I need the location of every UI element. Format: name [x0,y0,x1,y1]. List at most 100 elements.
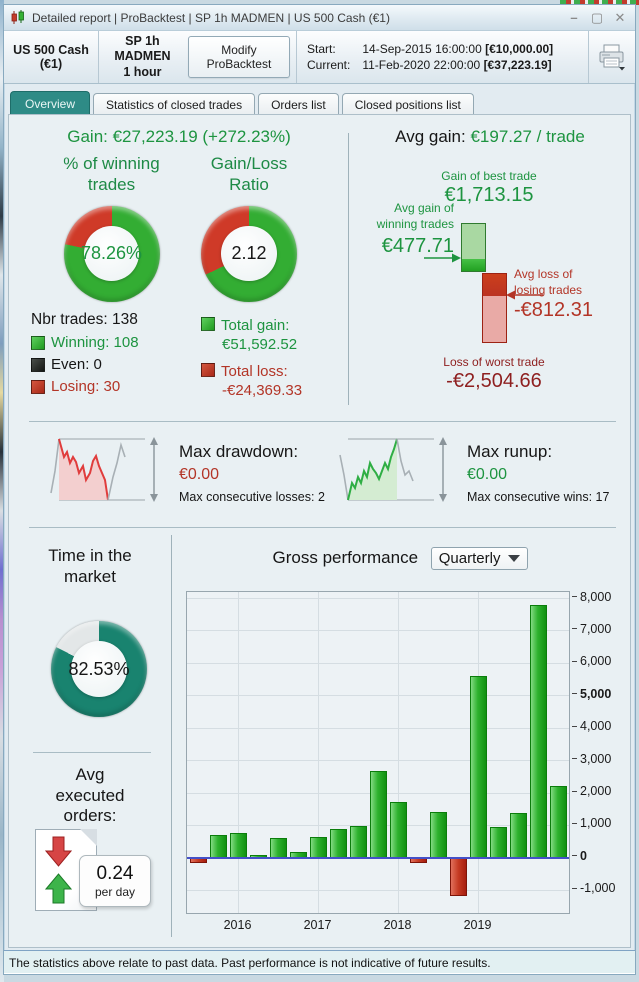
print-icon[interactable] [597,44,627,71]
close-button[interactable]: ✕ [614,10,626,25]
runup-block: Max runup: €0.00 Max consecutive wins: 1… [467,441,609,505]
y-tick-label: 6,000 [572,654,611,668]
y-tick-label: 4,000 [572,719,611,733]
period-cell: Start: 14-Sep-2015 16:00:00 [€10,000.00]… [297,31,589,83]
winning-legend-swatch [31,335,45,350]
drawdown-value: €0.00 [179,466,220,484]
winning-donut-title-1: % of winning [63,154,160,173]
y-tick-label: 0 [572,849,587,863]
down-arrow-icon [45,836,72,867]
avg-orders-value-box: 0.24 per day [79,855,151,907]
y-tick-label: 1,000 [572,816,611,830]
runup-value: €0.00 [467,466,508,484]
total-gain-value: €51,592.52 [222,336,298,353]
y-tick-label: 5,000 [572,687,611,701]
gridline [318,592,319,913]
tab-overview[interactable]: Overview [10,91,91,116]
performance-bar [510,812,527,858]
trades-stats: Nbr trades: 138 Winning: 108 Even: 0 Los… [31,311,139,400]
current-date: 11-Feb-2020 22:00:00 [362,58,481,72]
chart-x-axis: 2016 2017 2018 2019 [186,918,570,936]
time-in-market-title: Time in the market [48,546,132,587]
avg-orders-value: 0.24 [96,863,134,884]
ratio-value: 2.12 [231,243,267,263]
separator [29,421,616,422]
performance-bar [270,837,287,858]
chevron-down-icon [508,555,521,562]
strategy-timeframe: 1 hour [123,64,162,79]
runup-sparkline-icon [339,437,447,502]
time-in-market-donut: 82.53% [51,621,147,717]
report-tabs: Overview Statistics of closed trades Ord… [10,91,474,116]
tab-closed-positions[interactable]: Closed positions list [341,93,474,116]
performance-bar [210,834,227,858]
background-app-sliver [0,0,4,982]
winning-donut-title-2: trades [87,175,136,195]
time-in-market-group: 82.53% [51,621,147,717]
x-tick-label: 2018 [383,918,412,932]
avg-win-label-2: winning trades [376,216,454,231]
avg-loss-label-1: Avg loss of [514,267,573,281]
performance-bar [530,604,547,858]
drawdown-sub: Max consecutive losses: 2 [179,489,325,504]
report-header: US 500 Cash (€1) SP 1h MADMEN 1 hour Mod… [4,31,635,84]
total-gain-label: Total gain: [221,317,290,334]
gridline [187,889,569,891]
modify-probacktest-button[interactable]: Modify ProBacktest [187,36,290,78]
avg-orders-title: Avg executed orders: [55,765,125,826]
maximize-button[interactable]: ▢ [590,10,604,25]
gridline [187,760,569,762]
tab-statistics[interactable]: Statistics of closed trades [93,93,256,116]
performance-bar [550,785,567,858]
best-trade-bar [461,223,486,272]
performance-bar [350,826,367,858]
ratio-donut-title-1: Gain/Loss [210,154,288,173]
vertical-divider [348,133,349,405]
separator [29,527,616,528]
chart-y-axis: -1,000 0 1,000 2,000 3,000 4,000 5,000 6,000 7,0… [572,590,634,914]
even-count: Even: 0 [51,356,102,373]
performance-bar [450,857,467,897]
best-worst-diagram: Gain of best trade €1,713.15 Avg gain of… [354,167,630,407]
x-tick-label: 2019 [463,918,492,932]
losing-count: Losing: 30 [51,378,121,395]
performance-bar [470,676,487,858]
titlebar[interactable]: Detailed report | ProBacktest | SP 1h MA… [4,5,635,31]
period-dropdown[interactable]: Quarterly [430,547,529,570]
performance-bar [430,811,447,858]
background-chart-sliver [560,0,639,5]
performance-bar [390,801,407,858]
disclaimer-text: The statistics above relate to past data… [9,955,491,970]
y-tick-label: 7,000 [572,622,611,636]
gridline [238,592,239,913]
avg-orders-icon: 0.24 per day [35,829,165,921]
instrument-name: US 500 Cash (€1) [13,43,89,71]
avg-loss-label-2: losing trades [514,282,583,297]
window-title: Detailed report | ProBacktest | SP 1h MA… [32,10,390,25]
avg-loss-arrow-icon [506,290,543,300]
performance-bar [370,770,387,858]
winning-donut-chart: 78.26% [63,205,160,302]
disclaimer-bar: The statistics above relate to past data… [4,950,635,974]
performance-bar [230,832,247,858]
runup-title: Max runup: [467,442,553,461]
losing-legend-swatch [31,379,45,394]
total-loss-swatch [201,363,215,377]
minimize-button[interactable]: – [570,10,578,25]
zero-axis-line [187,856,569,859]
separator [33,752,151,753]
performance-bar-chart [186,591,570,914]
performance-bar [310,837,327,858]
strategy-cell: SP 1h MADMEN 1 hour Modify ProBacktest [99,31,297,83]
gridline [187,630,569,632]
page-fold-icon [80,829,97,846]
tab-orders-list[interactable]: Orders list [258,93,339,116]
total-loss-value: -€24,369.33 [222,382,303,399]
x-tick-label: 2016 [223,918,252,932]
start-label: Start: [307,42,336,56]
worst-trade-bar [482,273,507,343]
time-in-market-percent: 82.53% [68,658,130,679]
x-tick-label: 2017 [303,918,332,932]
winning-count: Winning: 108 [51,334,139,351]
total-loss-label: Total loss: [221,363,288,380]
